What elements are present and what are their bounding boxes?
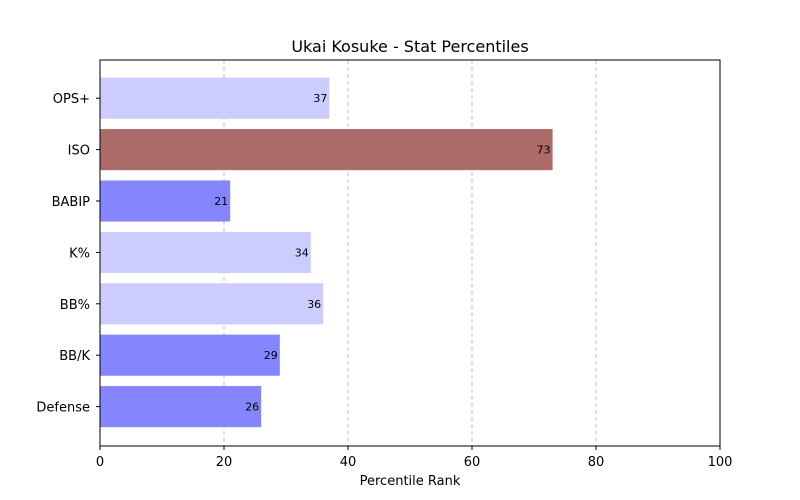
- x-axis-ticks: 0 20 40 60 80 100: [96, 446, 733, 470]
- x-tick-label: 40: [340, 455, 357, 470]
- bar: [100, 283, 324, 325]
- bar-value-label: 37: [313, 92, 327, 105]
- y-tick-label: ISO: [68, 144, 90, 159]
- bar: [100, 129, 553, 171]
- y-axis-ticks: OPS+ ISO BABIP K% BB% BB/K Defense: [36, 92, 100, 416]
- bar: [100, 386, 262, 428]
- plot-frame: [99, 59, 721, 447]
- chart-title: Ukai Kosuke - Stat Percentiles: [291, 37, 528, 56]
- value-labels: 37 73 21 34 36 29 26: [214, 92, 550, 413]
- x-tick-label: 20: [216, 455, 233, 470]
- bars: [100, 77, 553, 428]
- bar: [100, 77, 330, 119]
- bar-value-label: 29: [264, 349, 278, 362]
- bar: [100, 180, 231, 222]
- x-tick-label: 100: [708, 455, 733, 470]
- bar-value-label: 36: [307, 298, 321, 311]
- x-tick-label: 0: [96, 455, 104, 470]
- bar-value-label: 26: [245, 401, 259, 414]
- bar-value-label: 34: [295, 246, 309, 259]
- y-tick-label: BB%: [60, 298, 90, 313]
- y-tick-label: OPS+: [53, 92, 90, 107]
- bar-value-label: 73: [537, 144, 551, 157]
- x-tick-label: 60: [464, 455, 481, 470]
- y-tick-label: Defense: [36, 401, 90, 416]
- bar-value-label: 21: [214, 195, 228, 208]
- x-tick-label: 80: [588, 455, 605, 470]
- y-tick-label: BB/K: [59, 349, 90, 364]
- y-tick-label: BABIP: [52, 195, 91, 210]
- y-tick-label: K%: [69, 246, 90, 261]
- x-axis-label: Percentile Rank: [360, 474, 461, 489]
- bar: [100, 334, 280, 376]
- bar: [100, 231, 311, 273]
